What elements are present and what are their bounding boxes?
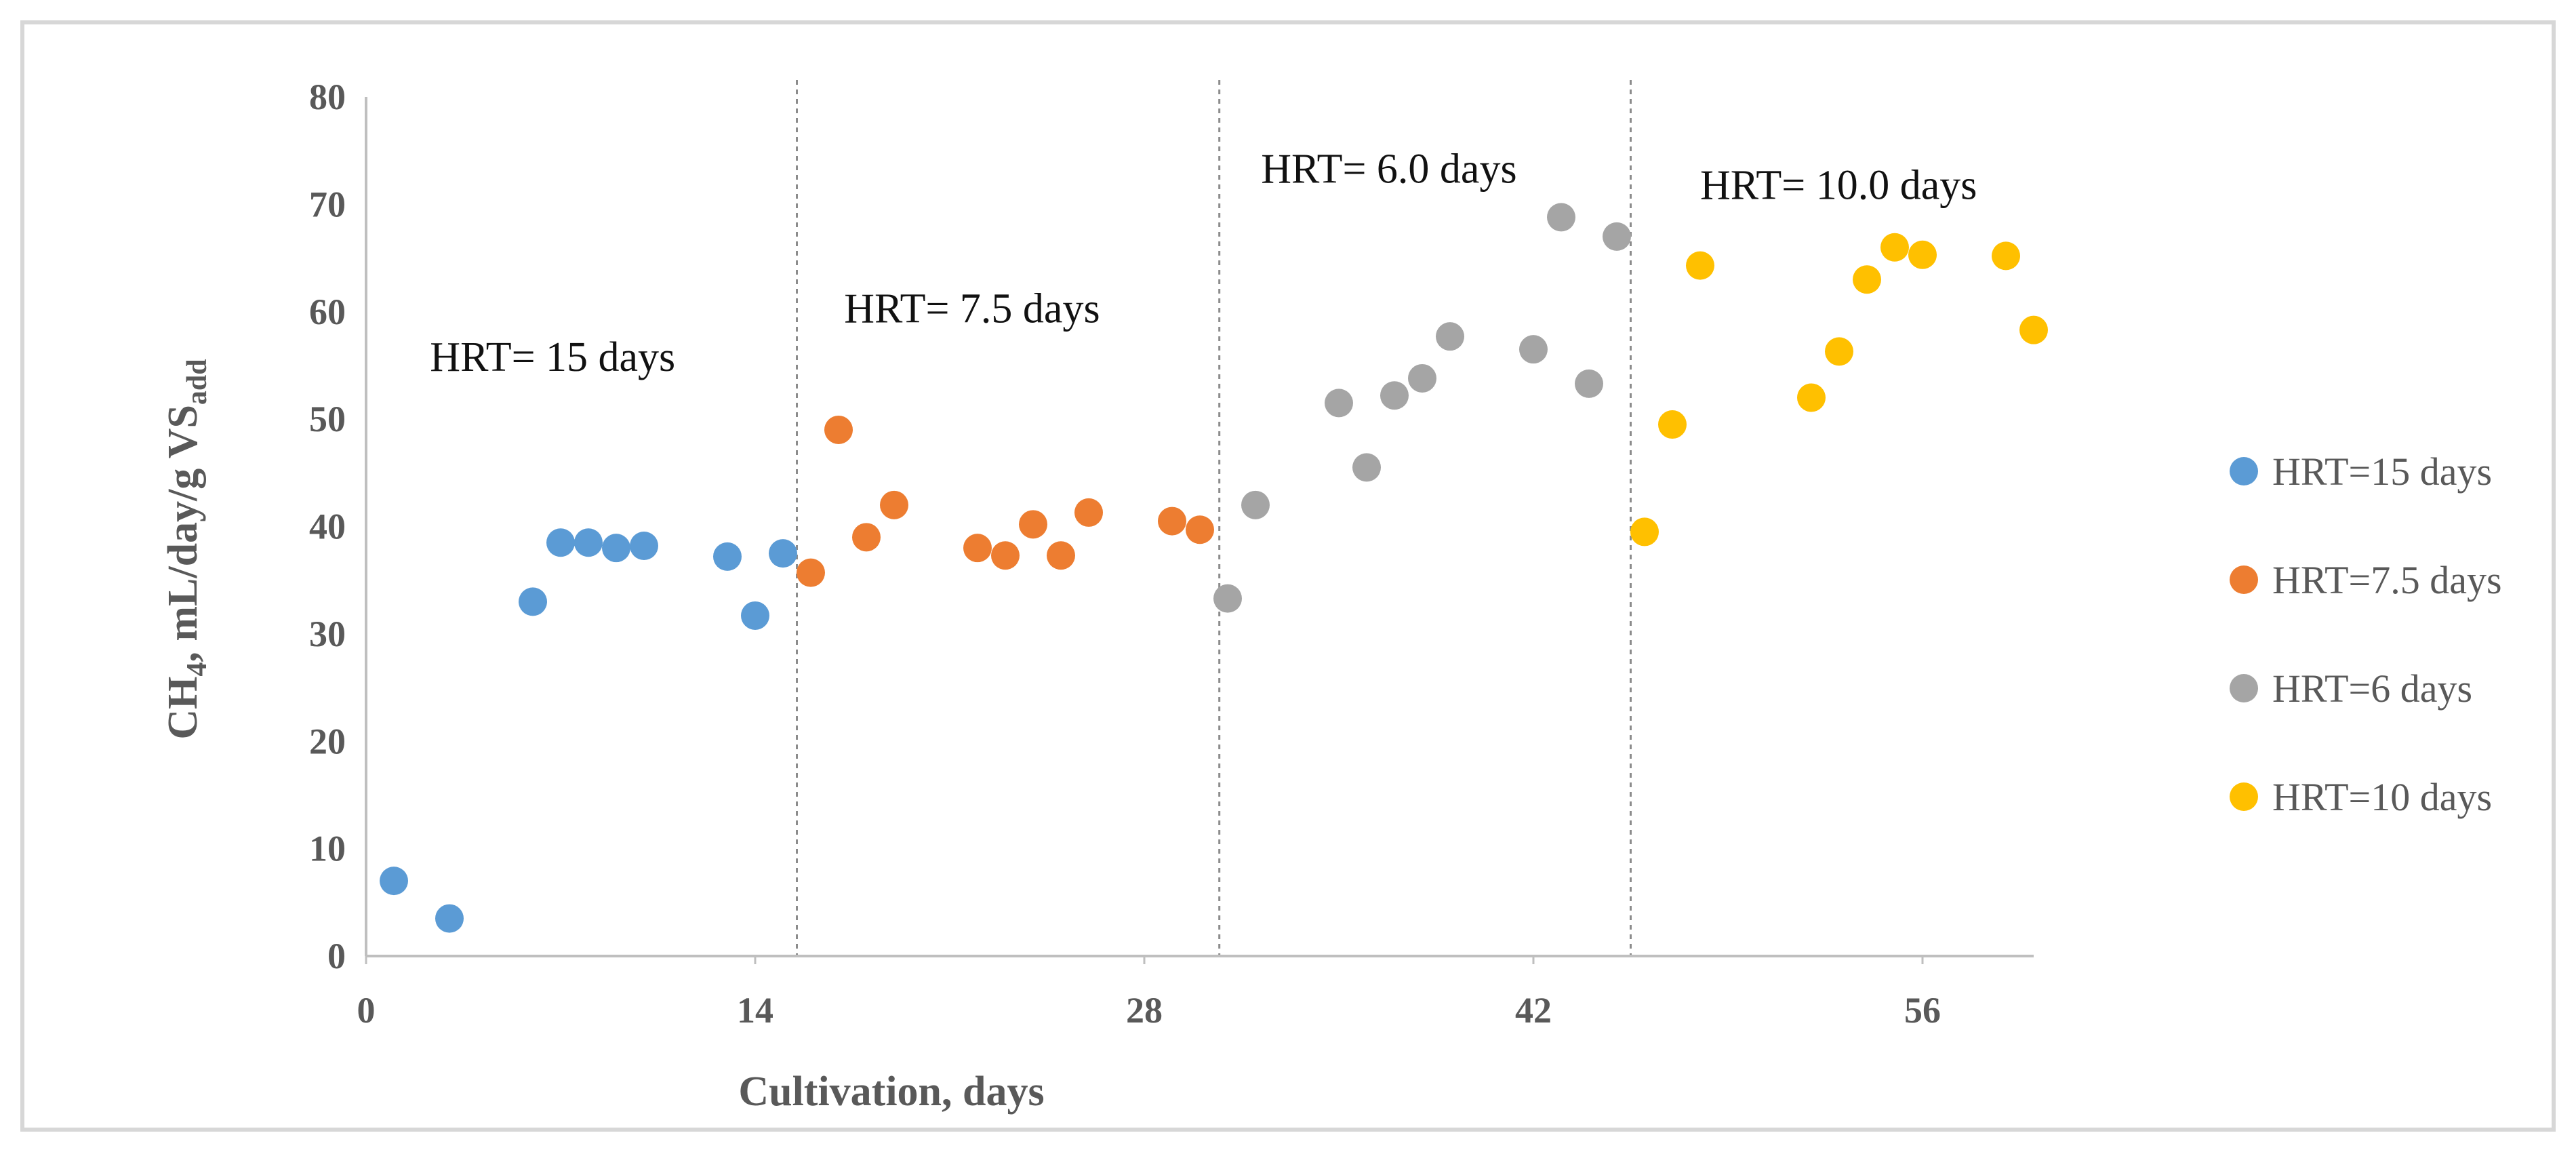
y-tick-label: 50 — [309, 399, 346, 439]
data-point-series-4 — [1658, 410, 1687, 439]
y-axis-title-main: CH — [160, 677, 206, 740]
phase-divider-lines — [796, 80, 1632, 956]
data-point-series-3 — [1575, 369, 1603, 398]
data-point-series-4 — [1630, 517, 1659, 547]
y-axis-title-mid: , mL/day/g VS — [160, 405, 206, 662]
data-point-series-2 — [1158, 507, 1186, 536]
data-point-series-4 — [1992, 241, 2020, 271]
x-tick-label: 14 — [737, 990, 773, 1031]
legend-marker — [2230, 457, 2258, 485]
axes — [365, 97, 2034, 964]
legend: HRT=15 days HRT=7.5 days HRT=6 days HRT=10 … — [2230, 450, 2502, 819]
y-tick-label: 80 — [309, 77, 346, 117]
phase-annotation: HRT= 7.5 days — [844, 286, 1100, 332]
data-point-series-2 — [1019, 510, 1047, 539]
legend-marker — [2230, 565, 2258, 594]
data-point-series-3 — [1547, 203, 1575, 232]
x-tick-label: 0 — [357, 990, 376, 1031]
data-point-series-2 — [963, 534, 992, 563]
data-point-series-2 — [852, 523, 881, 552]
annotations: HRT= 15 days HRT= 7.5 days HRT= 6.0 days HR… — [430, 146, 1977, 380]
legend-label: HRT=6 days — [2272, 667, 2472, 711]
data-point-series-1 — [741, 601, 769, 630]
y-axis-title: CH4, mL/day/g VSadd — [160, 359, 213, 739]
y-tick-label: 70 — [309, 184, 346, 224]
data-point-series-1 — [380, 867, 408, 896]
data-point-series-2 — [1074, 498, 1103, 527]
data-point-series-1 — [519, 587, 547, 616]
y-tick-label: 40 — [309, 507, 346, 547]
data-point-series-1 — [769, 539, 797, 568]
y-tick-label: 60 — [309, 292, 346, 332]
data-point-series-4 — [1825, 337, 1853, 366]
data-point-series-1 — [630, 532, 658, 561]
x-axis-title: Cultivation, days — [738, 1069, 1044, 1115]
data-point-series-2 — [1047, 541, 1075, 570]
x-tick-label: 42 — [1515, 990, 1552, 1031]
data-point-series-4 — [1797, 383, 1826, 412]
data-point-series-2 — [797, 558, 825, 587]
data-point-series-1 — [574, 528, 603, 557]
y-tick-label: 0 — [327, 936, 346, 976]
legend-marker — [2230, 782, 2258, 811]
data-point-series-3 — [1213, 584, 1242, 613]
y-axis-title-sub-4: 4 — [182, 662, 213, 677]
data-point-series-1 — [713, 542, 742, 571]
chart-frame — [20, 20, 2556, 1132]
data-point-series-4 — [1686, 251, 1714, 280]
data-point-series-4 — [2019, 315, 2048, 344]
data-point-series-4 — [1853, 265, 1881, 294]
y-tick-label: 10 — [309, 829, 346, 869]
data-point-series-1 — [546, 528, 575, 557]
x-tick-label: 56 — [1904, 990, 1941, 1031]
data-point-series-2 — [880, 490, 908, 519]
legend-label: HRT=7.5 days — [2272, 558, 2502, 602]
legend-label: HRT=15 days — [2272, 450, 2492, 494]
phase-annotation: HRT= 10.0 days — [1700, 162, 1977, 208]
data-point-series-3 — [1325, 389, 1353, 418]
data-points — [380, 203, 2048, 933]
y-tick-label: 20 — [309, 721, 346, 761]
data-point-series-3 — [1519, 335, 1548, 364]
x-tick-label: 28 — [1126, 990, 1163, 1031]
data-point-series-1 — [435, 904, 464, 933]
data-point-series-3 — [1436, 322, 1464, 351]
tick-labels: 0 10 20 30 40 50 60 70 80 0 14 28 42 56 — [309, 77, 1941, 1031]
data-point-series-2 — [991, 541, 1020, 570]
phase-annotation: HRT= 6.0 days — [1261, 146, 1516, 193]
data-point-series-4 — [1908, 240, 1937, 269]
legend-marker — [2230, 674, 2258, 702]
data-point-series-3 — [1603, 222, 1631, 251]
y-axis-title-sub-add: add — [182, 359, 213, 405]
data-point-series-3 — [1241, 490, 1270, 519]
data-point-series-3 — [1408, 363, 1436, 393]
data-point-series-2 — [1186, 515, 1214, 544]
data-point-series-3 — [1380, 381, 1409, 410]
data-point-series-3 — [1352, 453, 1381, 482]
phase-annotation: HRT= 15 days — [430, 334, 675, 380]
data-point-series-1 — [602, 534, 630, 563]
data-point-series-4 — [1880, 233, 1909, 262]
y-tick-label: 30 — [309, 614, 346, 654]
data-point-series-2 — [824, 415, 853, 444]
legend-label: HRT=10 days — [2272, 775, 2492, 819]
